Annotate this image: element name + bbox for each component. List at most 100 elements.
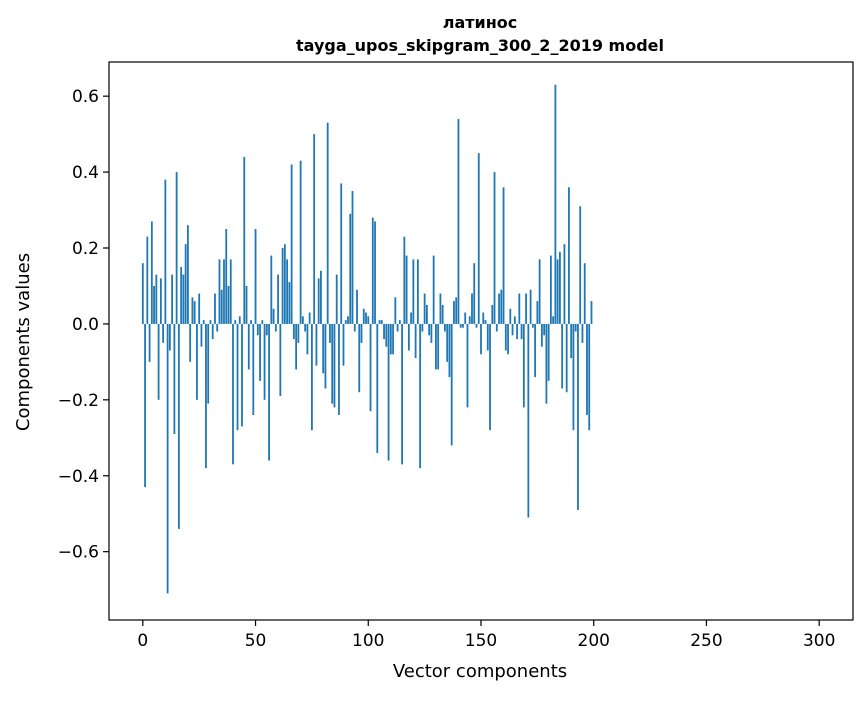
bar xyxy=(338,323,340,416)
bar xyxy=(500,289,503,324)
bar xyxy=(579,206,582,324)
bar xyxy=(365,312,367,324)
bar xyxy=(146,236,149,324)
bar xyxy=(184,244,187,324)
bar xyxy=(549,255,552,324)
bar xyxy=(473,263,476,324)
bar xyxy=(536,301,539,324)
bar xyxy=(344,320,347,324)
bar xyxy=(216,323,219,332)
bar xyxy=(414,323,417,359)
bar xyxy=(516,323,518,340)
bar xyxy=(292,323,295,340)
bar xyxy=(572,323,575,431)
bar xyxy=(180,266,183,324)
bar xyxy=(444,323,446,332)
bar xyxy=(518,293,521,324)
bar xyxy=(538,259,541,324)
bar xyxy=(317,278,320,324)
bar xyxy=(333,323,336,408)
bar xyxy=(288,282,291,324)
bar xyxy=(581,323,584,343)
bar xyxy=(561,323,564,389)
bar xyxy=(448,323,451,378)
bar xyxy=(513,316,516,324)
bar xyxy=(531,323,534,328)
bar xyxy=(342,323,345,366)
bar xyxy=(552,316,555,324)
bar xyxy=(157,323,160,400)
bar xyxy=(540,323,543,347)
bar xyxy=(245,285,248,324)
bar xyxy=(326,122,329,324)
y-ticks: −0.6 −0.4 −0.2 0.0 0.2 0.4 0.6 xyxy=(58,87,109,563)
bar xyxy=(320,270,322,324)
bar xyxy=(259,323,261,381)
bar xyxy=(223,259,225,324)
bar xyxy=(586,323,588,416)
bar xyxy=(590,301,593,324)
bar xyxy=(335,274,338,324)
bar xyxy=(351,191,354,324)
bar xyxy=(480,323,482,355)
bar xyxy=(511,323,514,336)
bar xyxy=(202,320,205,324)
bar xyxy=(437,323,440,370)
bar xyxy=(141,263,144,324)
bar xyxy=(182,274,185,324)
chart-title-line1: латинос xyxy=(443,13,518,32)
bar xyxy=(371,217,374,324)
bar xyxy=(398,320,401,324)
bar xyxy=(471,293,473,324)
x-axis-label: Vector components xyxy=(393,661,567,682)
x-tick-label: 0 xyxy=(137,631,148,651)
bar xyxy=(254,229,257,324)
bar xyxy=(286,259,289,324)
y-tick-label: 0.2 xyxy=(72,239,99,259)
bar xyxy=(347,316,349,324)
bar xyxy=(563,244,566,324)
bar xyxy=(545,323,548,404)
bar xyxy=(209,320,212,324)
bar xyxy=(150,221,153,324)
bar xyxy=(247,323,250,370)
bar xyxy=(268,323,270,461)
bar xyxy=(509,308,512,324)
bar xyxy=(250,320,252,324)
bar xyxy=(525,293,527,324)
bar xyxy=(159,278,162,324)
bar xyxy=(387,323,390,461)
bar xyxy=(261,320,264,324)
bar xyxy=(383,323,385,340)
bar xyxy=(588,323,591,431)
bar xyxy=(556,259,559,324)
bar xyxy=(432,255,435,324)
bar xyxy=(369,323,372,412)
bar xyxy=(272,308,275,324)
y-tick-label: 0.4 xyxy=(72,163,99,183)
bars xyxy=(141,84,593,594)
bar xyxy=(193,301,196,324)
bar xyxy=(421,323,424,332)
bar xyxy=(446,323,449,362)
y-tick-label: −0.2 xyxy=(58,391,99,411)
bar xyxy=(534,323,537,378)
bar xyxy=(263,323,266,400)
bar xyxy=(229,259,232,324)
bar xyxy=(153,285,155,324)
bar xyxy=(464,312,467,324)
bar xyxy=(168,323,171,351)
bar xyxy=(559,251,561,324)
bar xyxy=(270,255,273,324)
bar xyxy=(425,304,428,324)
bar xyxy=(198,293,201,324)
bar xyxy=(238,316,241,324)
bar xyxy=(360,323,363,343)
bar xyxy=(457,118,460,324)
y-tick-label: −0.6 xyxy=(58,543,99,563)
bar xyxy=(304,323,307,332)
bar xyxy=(295,323,298,370)
x-tick-label: 50 xyxy=(245,631,267,651)
bar xyxy=(416,259,419,324)
